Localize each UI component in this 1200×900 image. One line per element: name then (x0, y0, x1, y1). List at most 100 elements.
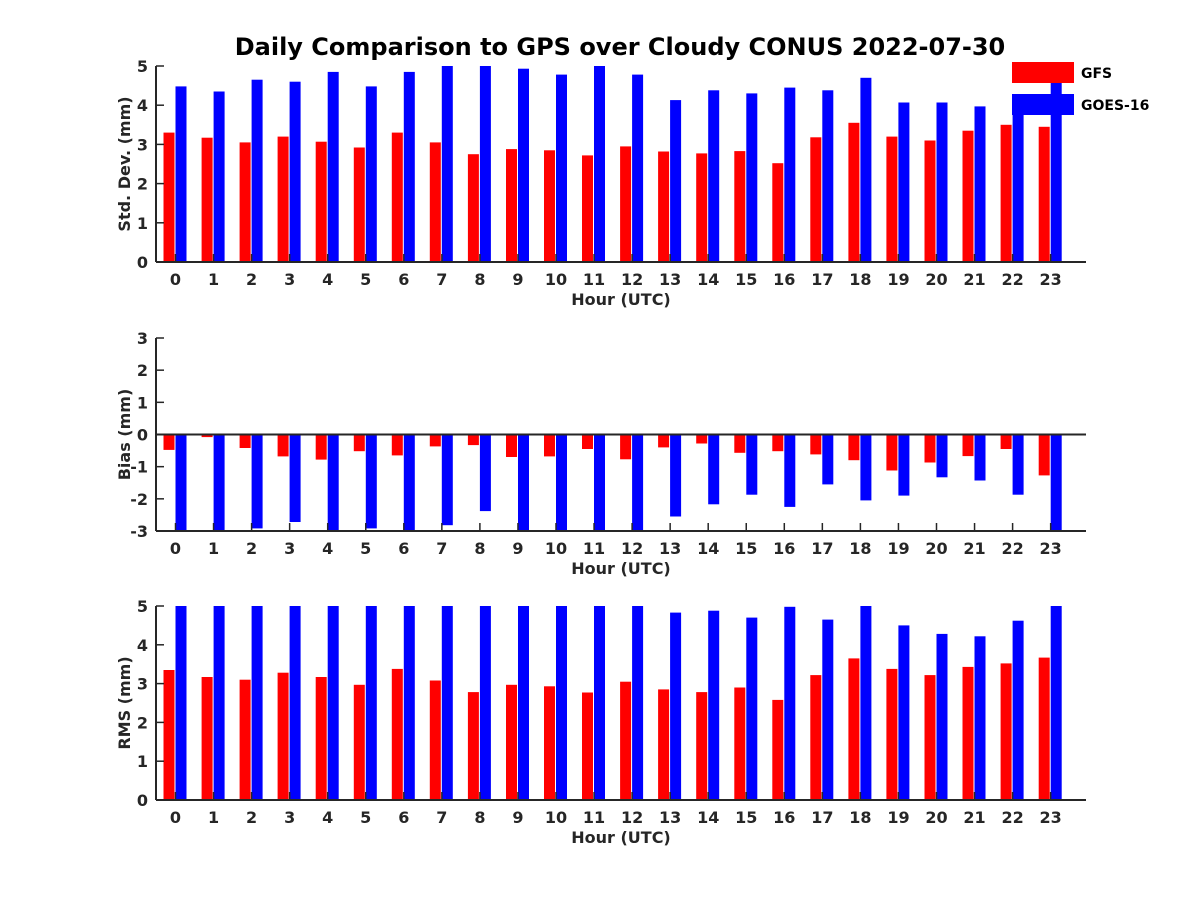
x-tick-label: 22 (1001, 539, 1023, 558)
bar-goes-16-15 (746, 617, 758, 800)
bar-gfs-15 (734, 151, 746, 262)
bar-gfs-10 (544, 686, 555, 800)
bar-gfs-4 (315, 434, 327, 460)
y-tick-label: 5 (137, 597, 148, 616)
bar-goes-16-13 (670, 612, 682, 800)
bar-goes-16-9 (518, 606, 529, 800)
bar-goes-16-9 (518, 434, 529, 531)
bar-gfs-13 (658, 151, 670, 262)
x-tick-label: 1 (208, 270, 219, 289)
bar-goes-16-16 (784, 434, 796, 507)
bar-gfs-7 (429, 680, 441, 800)
x-tick-label: 21 (963, 270, 985, 289)
x-tick-label: 20 (925, 270, 947, 289)
bar-gfs-19 (886, 668, 898, 800)
bar-gfs-6 (391, 434, 403, 456)
x-tick-label: 14 (697, 539, 719, 558)
y-tick-label: -2 (130, 490, 148, 509)
x-tick-label: 10 (545, 539, 567, 558)
x-tick-label: 19 (887, 539, 909, 558)
bar-goes-16-19 (898, 625, 910, 800)
x-tick-label: 17 (811, 539, 833, 558)
x-tick-label: 18 (849, 808, 871, 827)
bar-goes-16-6 (403, 434, 415, 531)
y-tick-label: 2 (137, 175, 148, 194)
bar-goes-16-14 (708, 90, 720, 262)
bar-goes-16-12 (632, 74, 644, 262)
bar-gfs-16 (772, 163, 784, 262)
bar-gfs-4 (315, 677, 327, 800)
x-tick-label: 17 (811, 808, 833, 827)
bar-gfs-11 (582, 692, 593, 800)
x-tick-label: 16 (773, 270, 795, 289)
bar-goes-16-22 (1012, 434, 1024, 495)
x-tick-label: 0 (170, 270, 181, 289)
x-tick-label: 1 (208, 808, 219, 827)
bar-gfs-17 (810, 675, 822, 800)
x-tick-label: 14 (697, 270, 719, 289)
y-tick-label: 2 (137, 361, 148, 380)
bar-goes-16-10 (556, 434, 567, 531)
x-tick-label: 23 (1040, 270, 1062, 289)
x-tick-label: 12 (621, 270, 643, 289)
bar-goes-16-5 (365, 606, 377, 800)
bar-gfs-18 (848, 122, 860, 262)
x-tick-label: 15 (735, 808, 757, 827)
y-tick-label: 2 (137, 713, 148, 732)
bar-gfs-21 (962, 130, 974, 262)
bar-goes-16-9 (518, 68, 529, 262)
bar-goes-16-23 (1050, 434, 1062, 531)
bar-gfs-14 (696, 692, 708, 800)
bar-gfs-2 (239, 434, 251, 448)
bar-goes-16-17 (822, 434, 834, 485)
x-tick-label: 2 (246, 539, 257, 558)
bar-gfs-23 (1038, 434, 1050, 476)
x-tick-label: 2 (246, 270, 257, 289)
bar-gfs-3 (277, 136, 289, 262)
bar-gfs-1 (201, 434, 213, 438)
x-tick-label: 10 (545, 270, 567, 289)
bar-goes-16-8 (479, 434, 491, 512)
bar-goes-16-12 (632, 606, 644, 800)
bar-goes-16-22 (1012, 96, 1024, 262)
bar-gfs-16 (772, 699, 784, 800)
bar-goes-16-0 (175, 434, 187, 531)
bar-goes-16-20 (936, 434, 948, 478)
bar-gfs-12 (620, 681, 632, 800)
bar-goes-16-2 (251, 434, 263, 529)
bar-gfs-0 (163, 434, 175, 450)
bar-goes-16-3 (289, 606, 301, 800)
x-tick-label: 19 (887, 270, 909, 289)
x-tick-label: 10 (545, 808, 567, 827)
bar-gfs-8 (467, 692, 479, 800)
legend-label-gfs: GFS (1081, 66, 1112, 82)
bar-goes-16-7 (441, 66, 453, 262)
bar-gfs-13 (658, 689, 670, 800)
x-tick-label: 4 (322, 270, 333, 289)
x-tick-label: 16 (773, 539, 795, 558)
bar-gfs-10 (544, 150, 555, 262)
x-tick-label: 21 (963, 539, 985, 558)
x-tick-label: 13 (659, 539, 681, 558)
x-tick-label: 15 (735, 539, 757, 558)
bar-gfs-12 (620, 146, 632, 262)
x-tick-label: 23 (1040, 539, 1062, 558)
bar-goes-16-20 (936, 633, 948, 800)
bar-goes-16-11 (594, 606, 605, 800)
x-tick-label: 21 (963, 808, 985, 827)
bar-goes-16-10 (556, 606, 567, 800)
bar-gfs-1 (201, 137, 213, 262)
x-tick-label: 13 (659, 808, 681, 827)
x-tick-label: 15 (735, 270, 757, 289)
bar-gfs-15 (734, 687, 746, 800)
bar-gfs-16 (772, 434, 784, 452)
bar-goes-16-10 (556, 74, 567, 262)
bar-goes-16-4 (327, 71, 339, 263)
bar-goes-16-4 (327, 434, 339, 531)
x-tick-label: 8 (474, 808, 485, 827)
bar-gfs-18 (848, 658, 860, 800)
